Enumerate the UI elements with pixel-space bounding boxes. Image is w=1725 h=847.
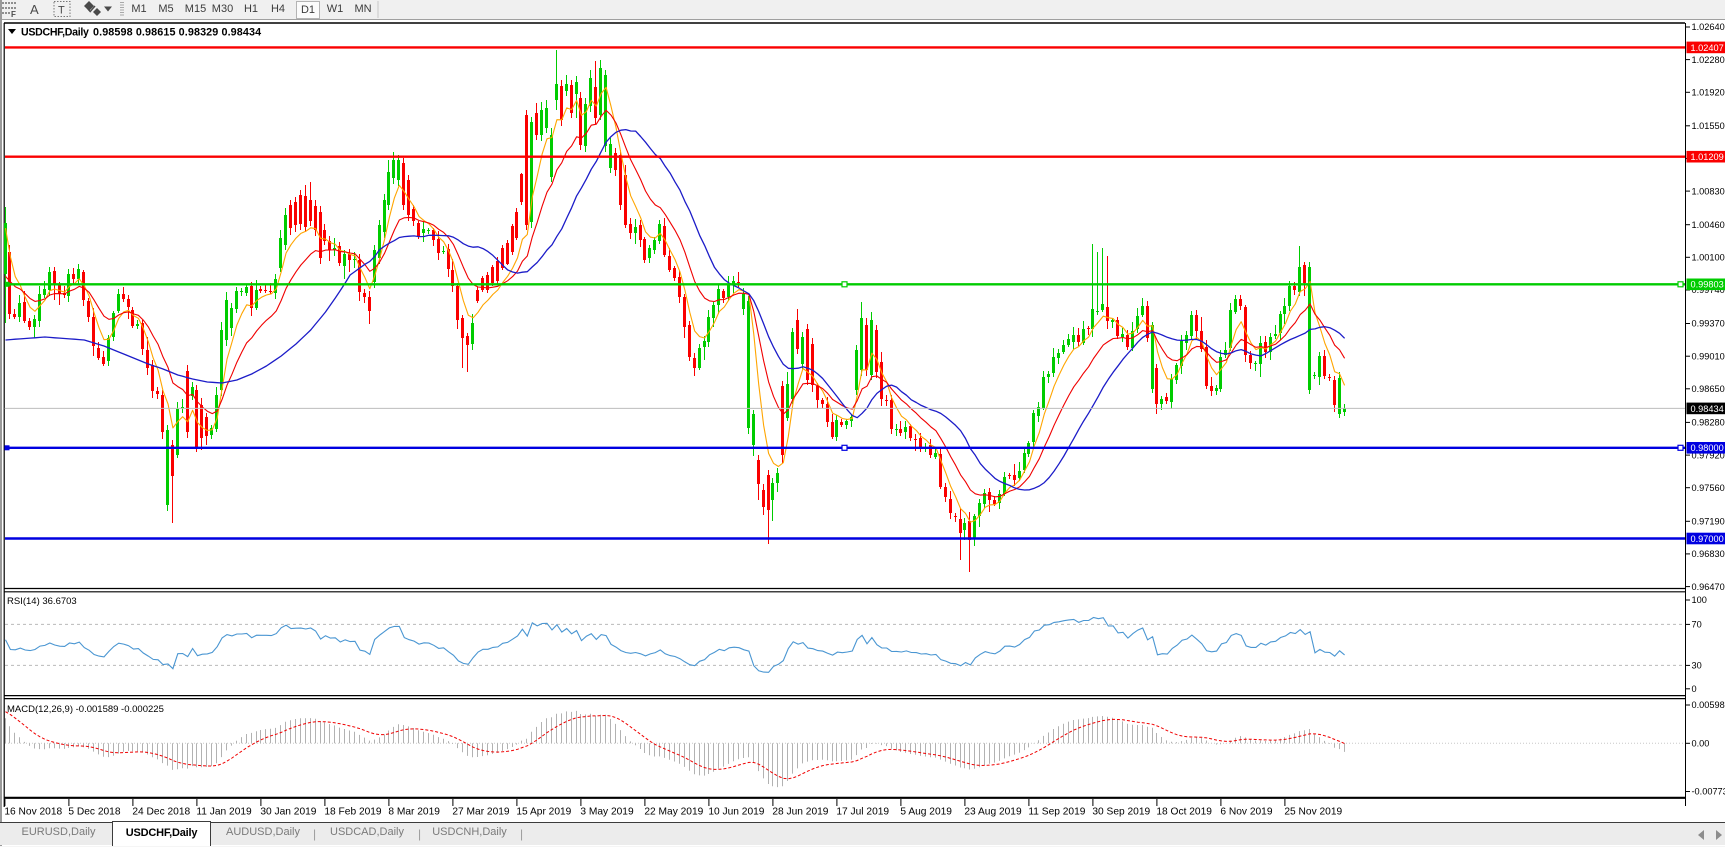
svg-text:0.00: 0.00 [1692, 739, 1710, 749]
svg-text:18 Feb 2019: 18 Feb 2019 [324, 807, 382, 818]
svg-text:6 Nov 2019: 6 Nov 2019 [1220, 807, 1272, 818]
svg-text:0.99010: 0.99010 [1692, 351, 1725, 361]
svg-text:0.97000: 0.97000 [1691, 534, 1724, 544]
svg-text:-0.00773: -0.00773 [1692, 787, 1725, 797]
svg-text:11 Jan 2019: 11 Jan 2019 [196, 807, 252, 818]
svg-text:1.02640: 1.02640 [1692, 22, 1725, 32]
svg-text:30: 30 [1692, 661, 1702, 671]
svg-text:27 Mar 2019: 27 Mar 2019 [452, 807, 510, 818]
svg-text:17 Jul 2019: 17 Jul 2019 [836, 807, 889, 818]
svg-text:23 Aug 2019: 23 Aug 2019 [964, 807, 1022, 818]
svg-text:70: 70 [1692, 620, 1702, 630]
svg-text:3 May 2019: 3 May 2019 [580, 807, 634, 818]
svg-text:MACD(12,26,9) -0.001589 -0.000: MACD(12,26,9) -0.001589 -0.000225 [7, 704, 164, 715]
svg-text:0.98280: 0.98280 [1692, 418, 1725, 428]
svg-text:10 Jun 2019: 10 Jun 2019 [708, 807, 764, 818]
svg-text:16 Nov 2018: 16 Nov 2018 [4, 807, 62, 818]
svg-text:1.00100: 1.00100 [1692, 253, 1725, 263]
svg-text:A: A [30, 2, 39, 17]
svg-text:1.00830: 1.00830 [1692, 186, 1725, 196]
svg-text:24 Dec 2018: 24 Dec 2018 [132, 807, 190, 818]
svg-text:0.97560: 0.97560 [1692, 483, 1725, 493]
svg-text:0.99803: 0.99803 [1691, 280, 1724, 290]
svg-text:0.98000: 0.98000 [1691, 443, 1724, 453]
svg-text:1.01920: 1.01920 [1692, 88, 1725, 98]
svg-text:11 Sep 2019: 11 Sep 2019 [1028, 807, 1085, 818]
svg-text:0.99370: 0.99370 [1692, 319, 1725, 329]
svg-text:30 Jan 2019: 30 Jan 2019 [260, 807, 316, 818]
svg-text:1.01209: 1.01209 [1691, 152, 1724, 162]
svg-text:0.99740: 0.99740 [1692, 285, 1725, 295]
svg-text:1.01550: 1.01550 [1692, 121, 1725, 131]
svg-text:5 Aug 2019: 5 Aug 2019 [900, 807, 952, 818]
svg-text:25 Nov 2019: 25 Nov 2019 [1284, 807, 1342, 818]
svg-text:0: 0 [1692, 684, 1697, 694]
svg-text:USDCHF,Daily: USDCHF,Daily [21, 27, 89, 39]
svg-text:0.97190: 0.97190 [1692, 517, 1725, 527]
svg-text:F: F [11, 10, 16, 19]
svg-text:5 Dec 2018: 5 Dec 2018 [68, 807, 120, 818]
svg-text:1.02280: 1.02280 [1692, 55, 1725, 65]
svg-text:0.005988: 0.005988 [1692, 700, 1725, 710]
svg-text:28 Jun 2019: 28 Jun 2019 [772, 807, 828, 818]
svg-text:RSI(14) 36.6703: RSI(14) 36.6703 [7, 596, 77, 607]
svg-text:0.96470: 0.96470 [1692, 582, 1725, 592]
svg-text:0.98650: 0.98650 [1692, 384, 1725, 394]
svg-text:0.97920: 0.97920 [1692, 450, 1725, 460]
svg-text:18 Oct 2019: 18 Oct 2019 [1156, 807, 1212, 818]
svg-text:8 Mar 2019: 8 Mar 2019 [388, 807, 440, 818]
svg-text:15 Apr 2019: 15 Apr 2019 [516, 807, 571, 818]
svg-text:0.98434: 0.98434 [1691, 404, 1724, 414]
svg-text:0.98598 0.98615 0.98329 0.9843: 0.98598 0.98615 0.98329 0.98434 [93, 27, 261, 39]
svg-text:30 Sep 2019: 30 Sep 2019 [1092, 807, 1150, 818]
svg-text:T: T [58, 5, 65, 17]
svg-text:22 May 2019: 22 May 2019 [644, 807, 703, 818]
svg-text:100: 100 [1692, 595, 1707, 605]
svg-text:1.00460: 1.00460 [1692, 220, 1725, 230]
svg-text:0.96830: 0.96830 [1692, 549, 1725, 559]
svg-text:1.02407: 1.02407 [1691, 43, 1724, 53]
